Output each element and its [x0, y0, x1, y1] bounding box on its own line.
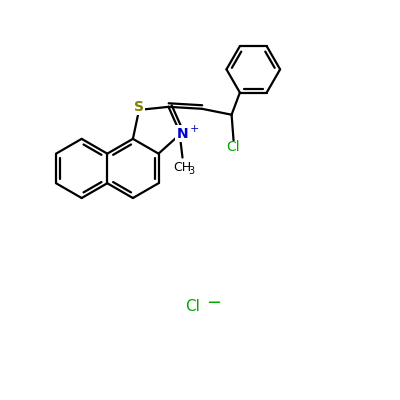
Text: −: −	[206, 294, 221, 312]
Text: Cl: Cl	[185, 299, 200, 314]
Text: S: S	[134, 100, 144, 114]
Text: 3: 3	[188, 166, 195, 176]
Text: Cl: Cl	[227, 140, 240, 154]
Text: N: N	[177, 127, 188, 141]
Text: +: +	[190, 124, 199, 134]
Text: CH: CH	[174, 161, 192, 174]
